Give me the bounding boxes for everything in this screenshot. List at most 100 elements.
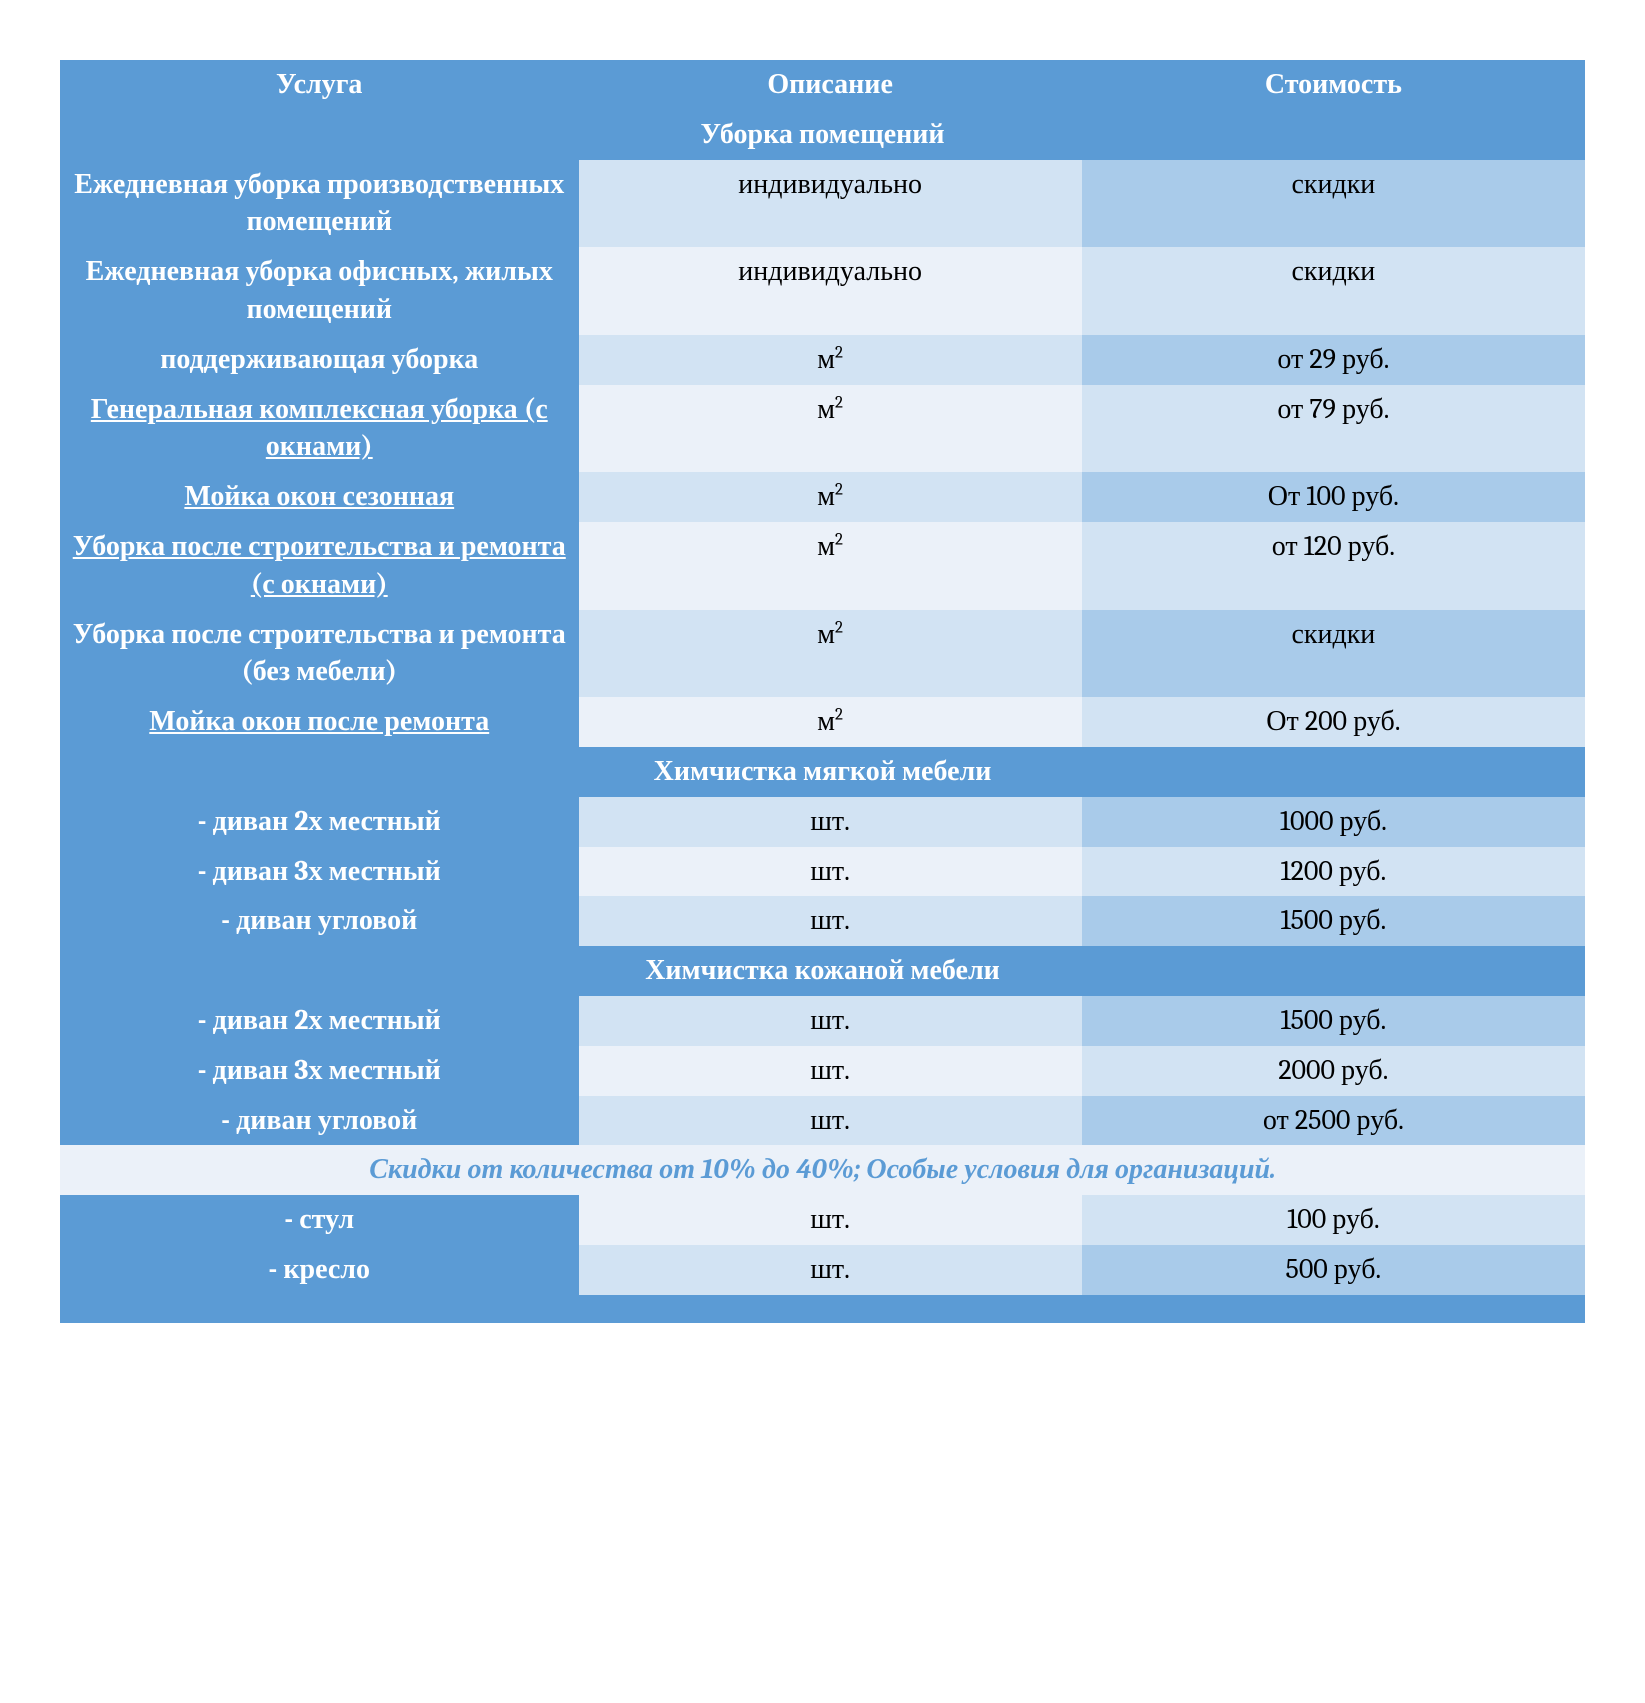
service-cell: - диван 3х местный [60,1046,579,1096]
table-row: Мойка окон после ремонта м2 От 200 руб. [60,697,1585,747]
service-cell: Ежедневная уборка офисных, жилых помещен… [60,247,579,335]
service-cell: - диван угловой [60,1096,579,1146]
price-value: 1500 руб. [1280,1004,1386,1036]
price-cell: 1200 руб. [1082,847,1585,897]
price-cell: скидки [1082,247,1585,335]
description-value: индивидуально [738,255,922,287]
section-title: Химчистка мягкой мебели [654,755,992,787]
description-value: шт. [810,855,850,887]
price-value: от 2500 руб. [1263,1104,1404,1136]
service-name: Уборка после строительства и ремонта (бе… [73,618,566,688]
description-value: м2 [817,618,843,650]
price-value: от 79 руб. [1277,393,1389,425]
table-row: - стул шт. 100 руб. [60,1195,1585,1245]
description-cell: шт. [579,1046,1082,1096]
service-name: Мойка окон после ремонта [149,705,489,737]
price-value: от 120 руб. [1272,530,1395,562]
column-header-label: Описание [767,68,893,100]
description-value: м2 [817,705,843,737]
description-value: шт. [810,1253,850,1285]
price-value: 2000 руб. [1278,1054,1388,1086]
price-value: От 200 руб. [1266,705,1400,737]
description-cell: м2 [579,335,1082,385]
price-cell: от 29 руб. [1082,335,1585,385]
price-value: 1200 руб. [1281,855,1387,887]
table-row: - диван 3х местный шт. 2000 руб. [60,1046,1585,1096]
description-cell: индивидуально [579,247,1082,335]
table-row: Ежедневная уборка офисных, жилых помещен… [60,247,1585,335]
service-name: - диван 3х местный [198,1054,441,1086]
column-header: Стоимость [1082,60,1585,110]
section-header: Химчистка мягкой мебели [60,747,1585,797]
service-cell: - диван 2х местный [60,797,579,847]
description-cell: м2 [579,472,1082,522]
price-value: 500 руб. [1286,1253,1382,1285]
table-row: поддерживающая уборкам2от 29 руб. [60,335,1585,385]
service-cell: Уборка после строительства и ремонта (с … [60,522,579,610]
column-header: Услуга [60,60,579,110]
table-row: Генеральная комплексная уборка (с окнами… [60,385,1585,473]
price-cell: от 2500 руб. [1082,1096,1585,1146]
price-cell: 1500 руб. [1082,996,1585,1046]
price-cell: 1000 руб. [1082,797,1585,847]
table-row: - диван угловой шт. от 2500 руб. [60,1096,1585,1146]
description-value: м2 [817,393,843,425]
table-row: Уборка после строительства и ремонта (с … [60,522,1585,610]
description-value: шт. [810,1054,850,1086]
price-value: 100 руб. [1287,1203,1380,1235]
section-title: Уборка помещений [700,118,944,150]
description-value: шт. [810,1203,850,1235]
description-cell: м2 [579,610,1082,698]
price-value: скидки [1291,618,1375,650]
description-value: шт. [810,805,850,837]
description-value: м2 [817,480,843,512]
price-cell: 2000 руб. [1082,1046,1585,1096]
table-row: - диван 3х местный шт. 1200 руб. [60,847,1585,897]
section-header: Уборка помещений [60,110,1585,160]
table-row: Уборка после строительства и ремонта (бе… [60,610,1585,698]
service-cell: Уборка после строительства и ремонта (бе… [60,610,579,698]
table-row: Ежедневная уборка производственных помещ… [60,160,1585,248]
price-cell: от 79 руб. [1082,385,1585,473]
price-value: 1500 руб. [1280,904,1386,936]
service-name: Уборка после строительства и ремонта (с … [73,530,566,600]
service-cell: - стул [60,1195,579,1245]
price-cell: скидки [1082,610,1585,698]
table-footer [60,1295,1585,1323]
price-cell: От 100 руб. [1082,472,1585,522]
table-row: Мойка окон сезонная м2 От 100 руб. [60,472,1585,522]
service-cell: - диван угловой [60,896,579,946]
description-cell: м2 [579,697,1082,747]
price-table: Услуга Описание Стоимость Уборка помещений Е… [60,60,1585,1323]
discount-note: Скидки от количества от 10% до 40%; Особ… [60,1145,1585,1195]
service-name: - стул [284,1203,354,1235]
description-value: м2 [817,530,843,562]
service-name: - диван 3х местный [198,855,441,887]
table-row: - диван угловой шт. 1500 руб. [60,896,1585,946]
description-cell: индивидуально [579,160,1082,248]
price-cell: От 200 руб. [1082,697,1585,747]
column-header-label: Услуга [276,68,362,100]
price-cell: 1500 руб. [1082,896,1585,946]
description-cell: м2 [579,522,1082,610]
discount-note-text: Скидки от количества от 10% до 40%; Особ… [369,1153,1276,1185]
description-cell: шт. [579,797,1082,847]
service-name: Ежедневная уборка офисных, жилых помещен… [86,255,553,325]
service-cell: поддерживающая уборка [60,335,579,385]
table-row: - кресло шт. 500 руб. [60,1245,1585,1295]
service-name: Ежедневная уборка производственных помещ… [74,168,564,238]
description-value: индивидуально [738,168,922,200]
service-name: - диван 2х местный [198,805,441,837]
description-value: шт. [810,1104,850,1136]
service-cell: - кресло [60,1245,579,1295]
description-value: шт. [810,904,850,936]
service-name: Мойка окон сезонная [184,480,454,512]
description-cell: шт. [579,1245,1082,1295]
description-cell: шт. [579,1096,1082,1146]
service-cell: Мойка окон после ремонта [60,697,579,747]
section-header: Химчистка кожаной мебели [60,946,1585,996]
service-name: Генеральная комплексная уборка (с окнами… [91,393,548,463]
price-cell: 500 руб. [1082,1245,1585,1295]
description-cell: м2 [579,385,1082,473]
service-cell: Ежедневная уборка производственных помещ… [60,160,579,248]
